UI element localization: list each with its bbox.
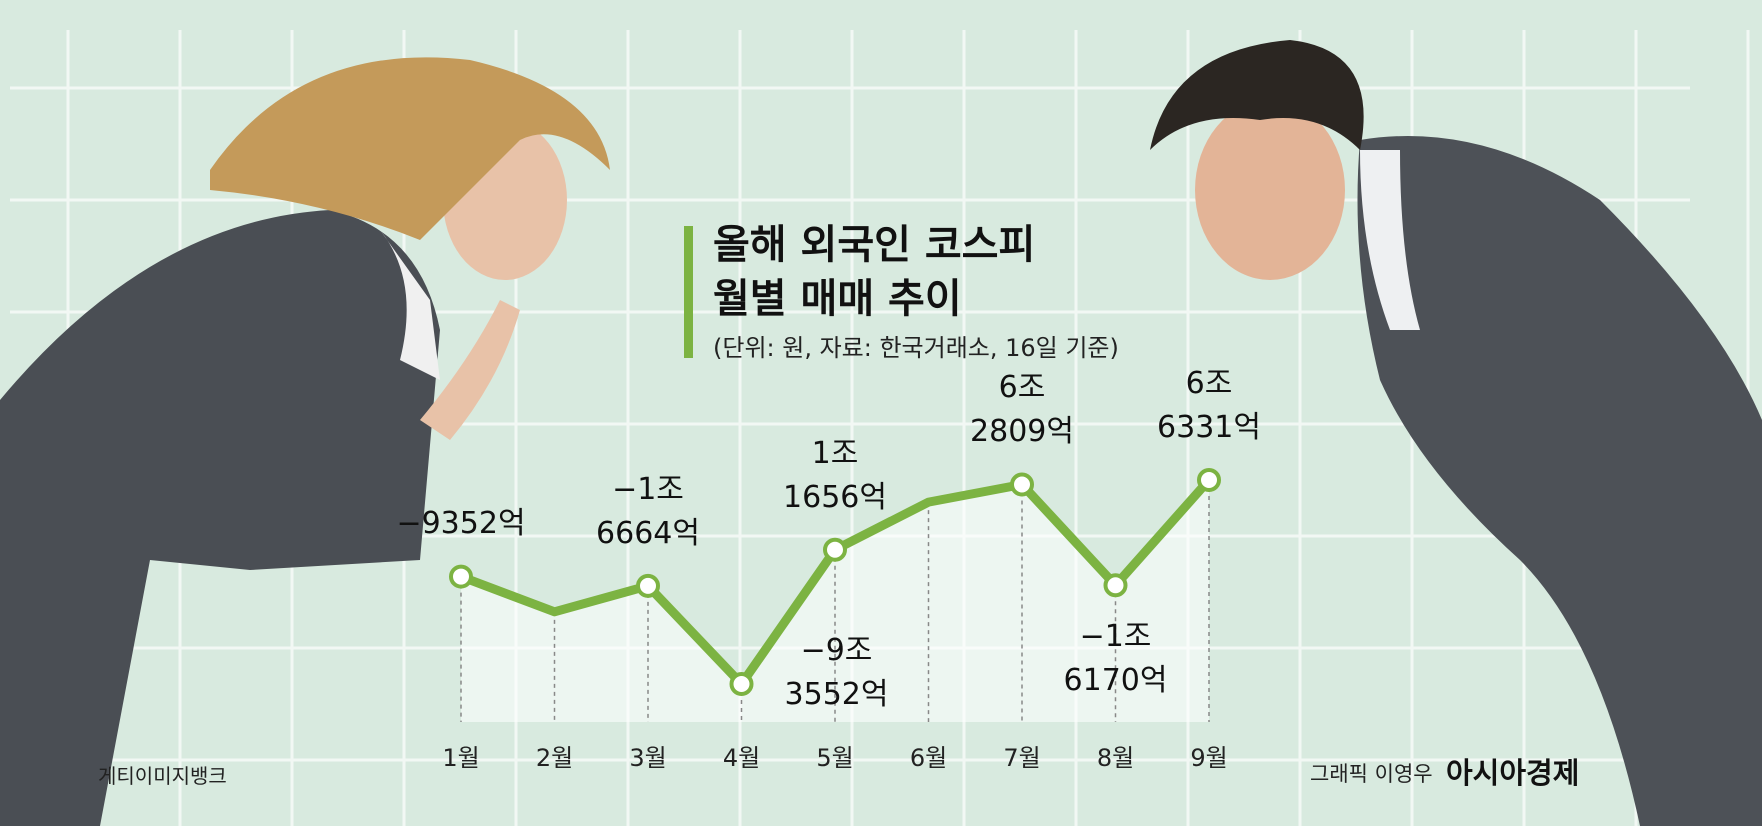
point xyxy=(636,573,660,598)
data-label: −9조 3552억 xyxy=(784,633,889,712)
data-label: 6조 6331억 xyxy=(1157,366,1261,445)
data-label: 1조 1656억 xyxy=(783,435,887,515)
data-label: −9352억 xyxy=(396,505,526,541)
x-tick-label: 4월 xyxy=(722,744,761,772)
x-tick-label: 7월 xyxy=(1003,744,1041,772)
chart-subtitle: (단위: 원, 자료: 한국거래소, 16일 기준) xyxy=(713,334,1119,362)
data-label: −1조 6170억 xyxy=(1063,619,1168,699)
point xyxy=(449,564,473,589)
data-label: −1조 6664억 xyxy=(596,471,700,551)
photo-credit: 게티이미지뱅크 xyxy=(98,764,227,788)
title-accent xyxy=(684,226,693,358)
man-illustration xyxy=(1150,40,1762,826)
point xyxy=(823,537,847,562)
x-tick-label: 9월 xyxy=(1190,744,1228,772)
x-tick-label: 8월 xyxy=(1096,744,1135,772)
x-tick-label: 2월 xyxy=(535,744,574,772)
x-tick-label: 5월 xyxy=(816,744,854,772)
point xyxy=(1197,468,1221,492)
x-tick-label: 1월 xyxy=(442,744,480,772)
x-tick-label: 6월 xyxy=(909,744,948,772)
x-tick-label: 3월 xyxy=(629,744,667,772)
point xyxy=(1010,472,1034,497)
chart-title: 올해 외국인 코스피 월별 매매 추이 xyxy=(713,222,1036,322)
graphic-credit: 그래픽 이영우 xyxy=(1310,762,1433,786)
data-label: 6조 2809억 xyxy=(970,370,1074,450)
point xyxy=(729,672,754,696)
woman-illustration xyxy=(0,57,610,826)
publisher: 아시아경제 xyxy=(1446,756,1580,790)
point xyxy=(1103,573,1128,598)
